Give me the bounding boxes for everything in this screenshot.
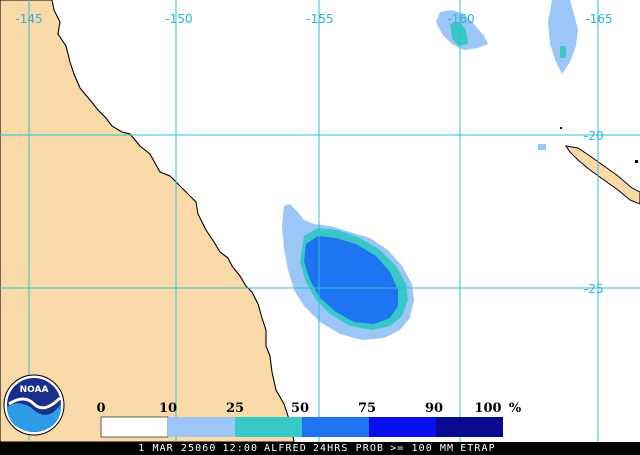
scale-label: 50 bbox=[291, 401, 309, 416]
prob-blob-north-a-core bbox=[450, 22, 468, 46]
latitude-label: -20 bbox=[584, 129, 604, 143]
longitude-label: -145 bbox=[15, 12, 42, 26]
scale-swatch-75-90 bbox=[369, 417, 436, 437]
footer-caption: 1 MAR 25060 12:00 ALFRED 24HRS PROB >= 100 M… bbox=[0, 442, 640, 455]
footer-time: 12:00 bbox=[222, 443, 259, 454]
scale-label: 10 bbox=[159, 401, 177, 416]
land-new-caledonia bbox=[564, 145, 640, 205]
latitude-label: -25 bbox=[584, 282, 604, 296]
footer-date: 1 MAR 25060 bbox=[138, 443, 217, 454]
scale-label: 75 bbox=[358, 401, 376, 416]
scale-swatch-50-75 bbox=[302, 417, 369, 437]
footer-model: ETRAP bbox=[460, 443, 496, 454]
scale-swatch-0-10 bbox=[100, 416, 169, 438]
graticule bbox=[0, 0, 640, 442]
prob-blob-north-b bbox=[548, 0, 578, 74]
scale-label: 100 bbox=[474, 401, 501, 416]
scale-label: 90 bbox=[425, 401, 443, 416]
scale-label: 25 bbox=[226, 401, 244, 416]
scale-label: 0 bbox=[96, 401, 105, 416]
prob-blob-speck bbox=[538, 144, 546, 150]
longitude-label: -150 bbox=[165, 12, 192, 26]
longitude-label: -165 bbox=[585, 12, 612, 26]
color-scale: 0 10 25 50 75 90 100 % bbox=[96, 401, 522, 438]
footer-storm: ALFRED bbox=[264, 443, 307, 454]
prob-blob-main-core bbox=[304, 236, 398, 324]
scale-swatch-90-100 bbox=[436, 417, 503, 437]
island-dot bbox=[560, 127, 562, 129]
scale-swatch-25-50 bbox=[235, 417, 302, 437]
longitude-label: -155 bbox=[306, 12, 333, 26]
longitude-label: -160 bbox=[447, 12, 474, 26]
island-dot bbox=[635, 160, 638, 163]
prob-blob-north-b-core bbox=[560, 46, 566, 58]
probability-map: -145 -150 -155 -160 -165 -20 -25 NOAA 0 … bbox=[0, 0, 640, 442]
land-australia bbox=[0, 0, 295, 442]
scale-unit: % bbox=[509, 401, 522, 416]
noaa-logo: NOAA bbox=[3, 374, 65, 436]
footer-threshold: >= 100 MM bbox=[390, 443, 455, 454]
scale-swatch-10-25 bbox=[168, 417, 235, 437]
logo-text: NOAA bbox=[20, 385, 49, 395]
footer-product: 24HRS PROB bbox=[312, 443, 385, 454]
